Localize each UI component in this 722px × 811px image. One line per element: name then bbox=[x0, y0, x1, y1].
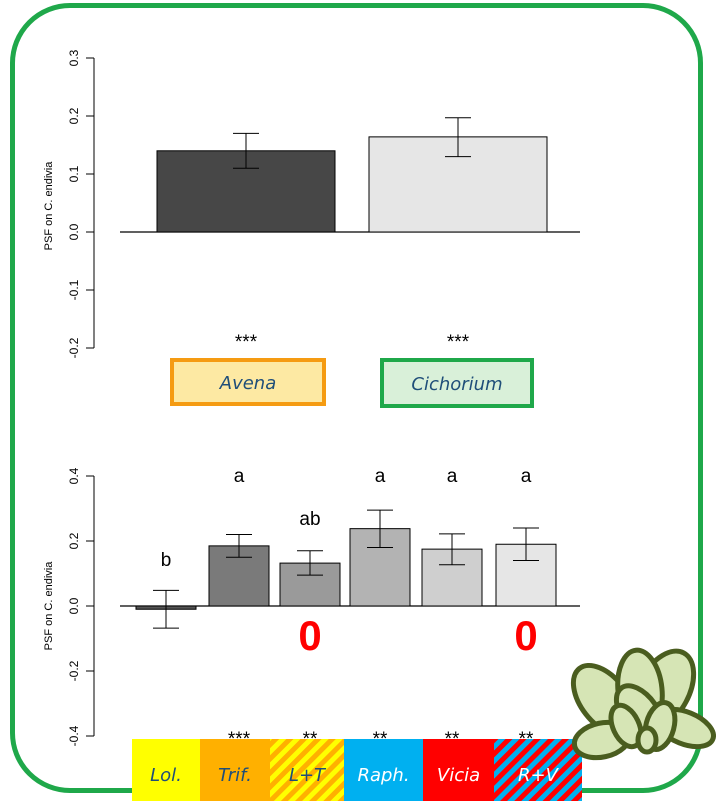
bars bbox=[156, 117, 548, 233]
y-tick-label: 0.4 bbox=[67, 467, 81, 484]
error-bar bbox=[297, 550, 323, 576]
group-letter: a bbox=[234, 466, 245, 487]
category-label: Vicia bbox=[423, 739, 494, 801]
category-swatch bbox=[494, 739, 582, 801]
category-swatch bbox=[132, 739, 200, 801]
group-letter: ab bbox=[299, 509, 320, 530]
y-tick-label: 0.0 bbox=[67, 597, 81, 614]
y-axis: -0.4 -0.2 0.0 0.2 0.4 bbox=[67, 467, 95, 746]
error-bar bbox=[439, 533, 465, 566]
category-label: L+T bbox=[270, 739, 344, 801]
significance-label: *** bbox=[447, 332, 470, 353]
error-bar bbox=[513, 527, 539, 561]
bar bbox=[156, 150, 336, 233]
bar-annotations: ba***ab0**a**a**a0** bbox=[161, 466, 538, 750]
bars bbox=[135, 509, 557, 629]
category-text: Raph. bbox=[357, 765, 409, 786]
category-swatch bbox=[270, 739, 344, 801]
category-swatch bbox=[423, 739, 494, 801]
significance-label: *** bbox=[235, 332, 258, 353]
avena-label: Avena bbox=[219, 373, 276, 394]
category-swatch bbox=[344, 739, 423, 801]
category-label: Lol. bbox=[132, 739, 200, 801]
group-letter: a bbox=[447, 466, 458, 487]
category-labels: Lol. Trif. L+T Raph. Vicia R+V bbox=[132, 739, 582, 801]
category-text: L+T bbox=[289, 765, 327, 786]
error-bar bbox=[233, 132, 259, 169]
group-letter: a bbox=[375, 466, 386, 487]
category-label-avena: Avena bbox=[170, 358, 326, 406]
zero-mark: 0 bbox=[298, 612, 321, 659]
category-text: Lol. bbox=[150, 765, 182, 786]
category-label: Trif. bbox=[200, 739, 270, 801]
category-text: Trif. bbox=[218, 765, 252, 786]
error-bar bbox=[367, 509, 393, 548]
group-letter: b bbox=[161, 550, 172, 571]
y-tick-label: 0.0 bbox=[67, 223, 81, 240]
significance-labels: *** *** bbox=[235, 332, 470, 353]
y-axis-label: PSF on C. endivia bbox=[43, 561, 55, 651]
category-label: R+V bbox=[494, 739, 582, 801]
group-letter: a bbox=[521, 466, 532, 487]
category-swatch bbox=[200, 739, 270, 801]
y-tick-label: -0.2 bbox=[67, 337, 81, 358]
cichorium-label: Cichorium bbox=[411, 374, 502, 395]
error-bar bbox=[445, 117, 471, 158]
y-tick-label: 0.2 bbox=[67, 107, 81, 124]
chart-top: PSF on C. endivia -0.2 -0.1 0.0 0.1 0.2 0.3 *… bbox=[43, 49, 580, 358]
y-tick-label: 0.3 bbox=[67, 49, 81, 66]
category-text: R+V bbox=[518, 765, 560, 786]
category-text: Vicia bbox=[437, 765, 480, 786]
y-axis-label: PSF on C. endivia bbox=[43, 161, 55, 251]
y-tick-label: 0.1 bbox=[67, 165, 81, 182]
y-axis: -0.2 -0.1 0.0 0.1 0.2 0.3 bbox=[67, 49, 95, 358]
y-tick-label: -0.4 bbox=[67, 725, 81, 746]
chart-bottom: PSF on C. endivia -0.4-0.20.00.20.4 ba**… bbox=[43, 466, 580, 750]
plant-icon bbox=[570, 647, 716, 761]
zero-mark: 0 bbox=[514, 612, 537, 659]
category-label-cichorium: Cichorium bbox=[380, 358, 534, 408]
error-bar bbox=[226, 534, 252, 558]
error-bar bbox=[153, 589, 179, 629]
category-label: Raph. bbox=[344, 739, 423, 801]
y-tick-label: -0.1 bbox=[67, 279, 81, 300]
y-tick-label: 0.2 bbox=[67, 532, 81, 549]
y-tick-label: -0.2 bbox=[67, 660, 81, 681]
